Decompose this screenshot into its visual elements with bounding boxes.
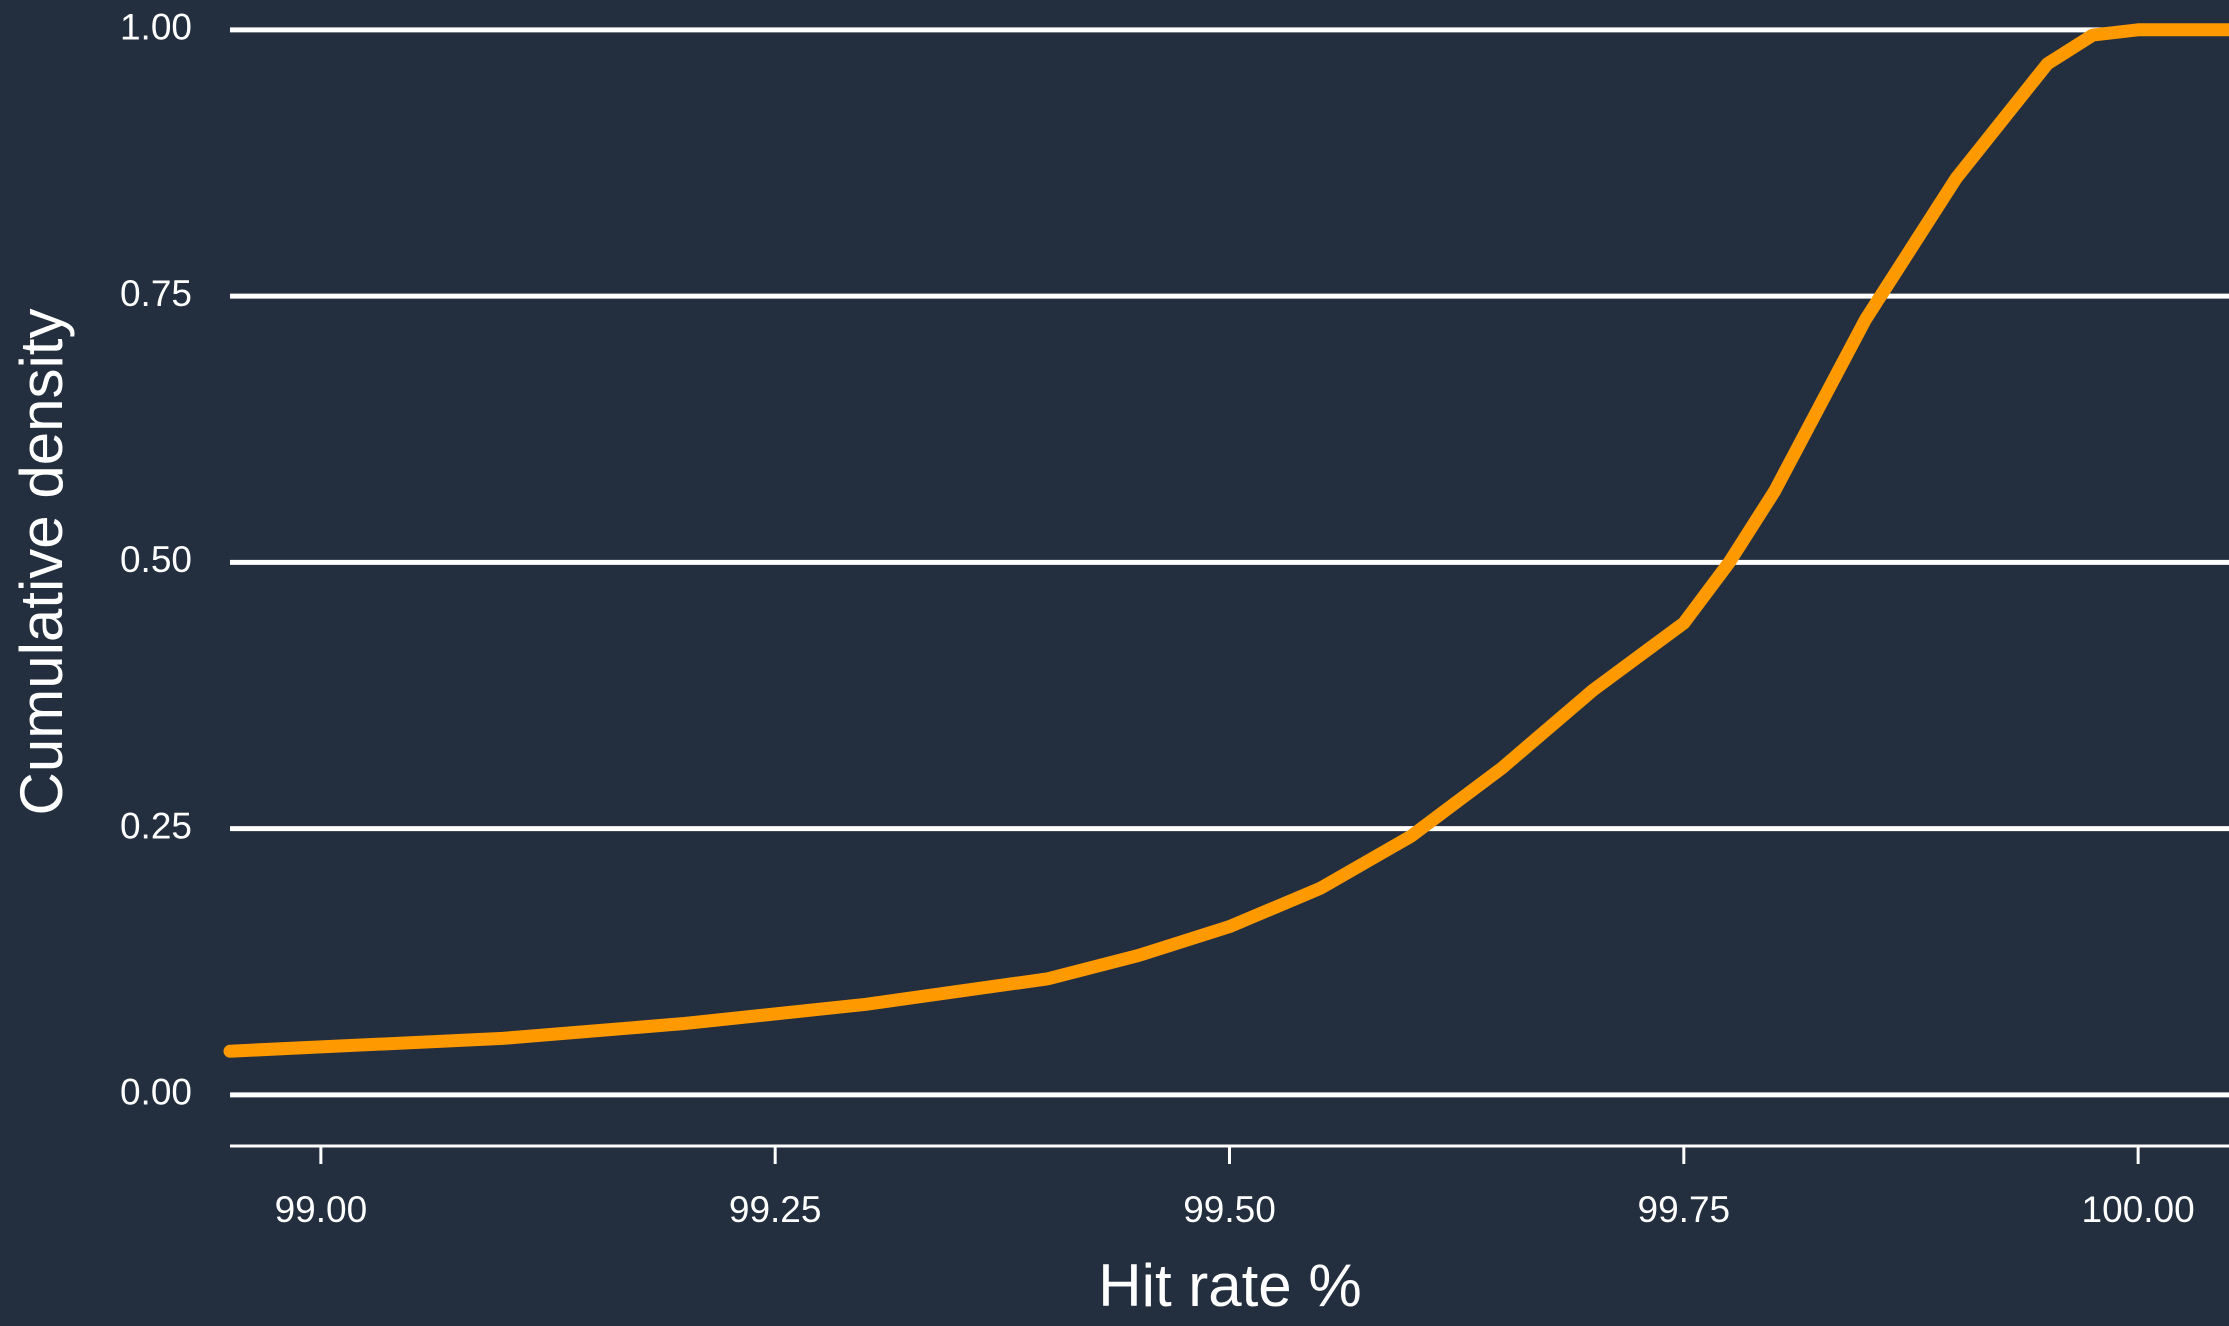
- x-tick-label: 99.50: [1183, 1189, 1276, 1230]
- y-tick-label: 0.50: [120, 539, 192, 580]
- y-tick-label: 1.00: [120, 7, 192, 48]
- y-tick-label: 0.25: [120, 805, 192, 846]
- cdf-line: [223, 23, 2229, 1058]
- x-tick-label: 99.00: [275, 1189, 368, 1230]
- y-tick-label: 0.75: [120, 273, 192, 314]
- x-tick-label: 99.25: [729, 1189, 822, 1230]
- y-axis-title: Cumulative density: [8, 309, 75, 816]
- x-tick-label: 99.75: [1638, 1189, 1731, 1230]
- x-tick-label: 100.00: [2082, 1189, 2195, 1230]
- y-tick-label: 0.00: [120, 1072, 192, 1113]
- x-axis-title: Hit rate %: [1098, 1252, 1361, 1319]
